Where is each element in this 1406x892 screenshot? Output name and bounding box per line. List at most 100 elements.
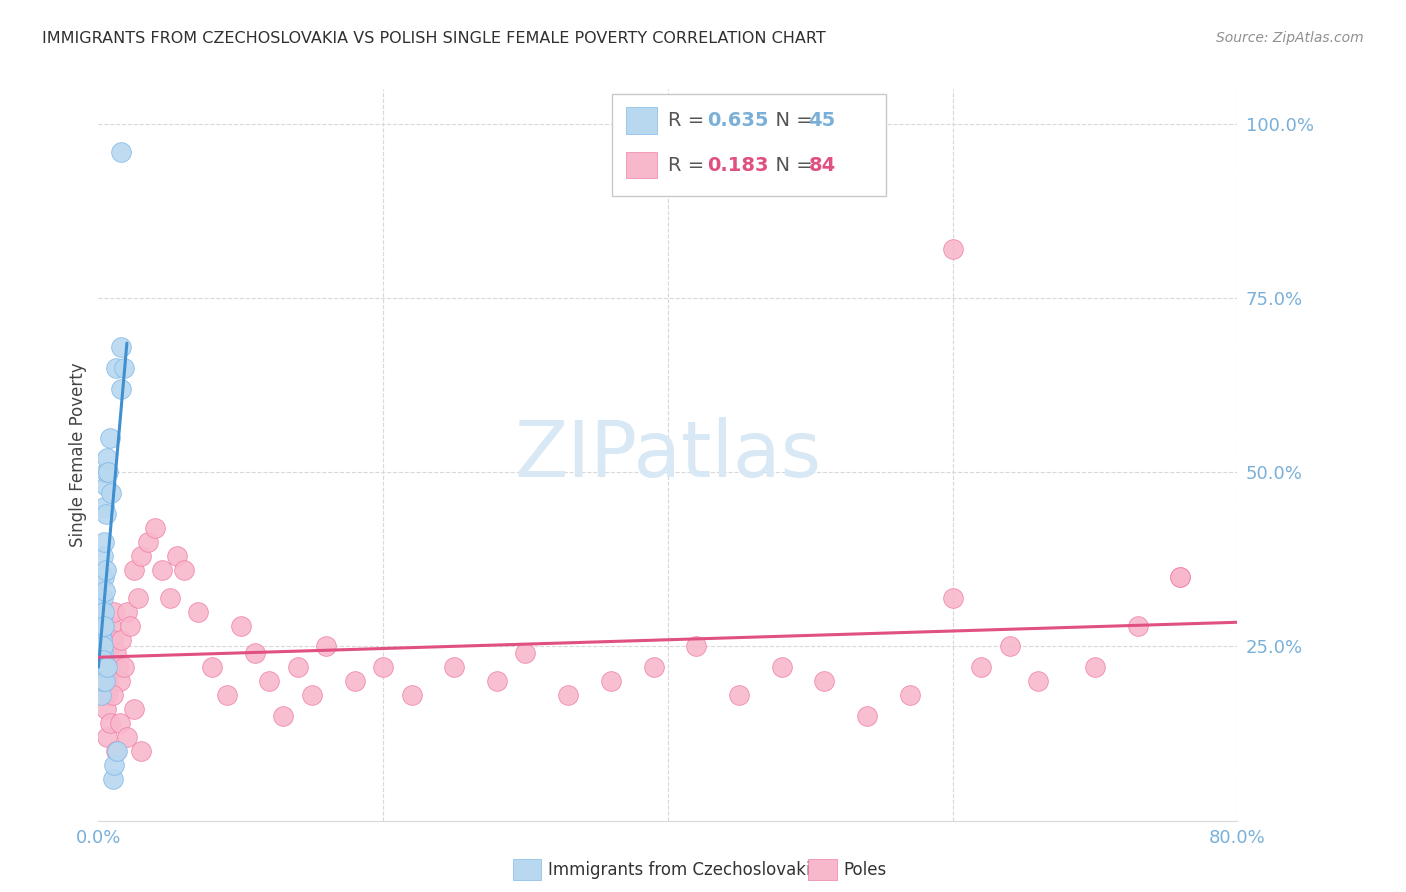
Point [98, 430, 121, 444]
Point [127, 591, 149, 605]
Point [94, 660, 117, 674]
Point [93, 674, 115, 689]
Point [93, 535, 115, 549]
Point [96, 660, 118, 674]
Point [145, 521, 167, 535]
Text: Poles: Poles [844, 861, 887, 879]
Point [93, 618, 115, 632]
Point [96, 507, 118, 521]
Point [89, 605, 111, 619]
Point [90, 618, 112, 632]
Point [98, 660, 121, 674]
Point [93, 660, 115, 674]
Text: R =: R = [668, 111, 710, 130]
Point [89, 632, 111, 647]
Point [110, 340, 132, 354]
Point [287, 660, 309, 674]
Point [273, 709, 295, 723]
Point [89, 591, 111, 605]
Point [107, 660, 129, 674]
Point [91, 647, 114, 661]
Point [1026, 674, 1049, 689]
Point [96, 688, 118, 702]
Point [105, 744, 128, 758]
Point [101, 632, 124, 647]
Point [97, 674, 120, 689]
Text: 0.635: 0.635 [707, 111, 769, 130]
Point [856, 709, 879, 723]
Point [115, 605, 138, 619]
Point [93, 570, 115, 584]
Point [166, 549, 188, 563]
Point [103, 605, 125, 619]
Point [94, 702, 117, 716]
Text: 0.183: 0.183 [707, 155, 769, 175]
Y-axis label: Single Female Poverty: Single Female Poverty [69, 363, 87, 547]
Point [94, 479, 117, 493]
Point [90, 570, 112, 584]
Point [770, 660, 793, 674]
Point [101, 688, 124, 702]
Point [100, 618, 122, 632]
Point [122, 563, 145, 577]
Text: IMMIGRANTS FROM CZECHOSLOVAKIA VS POLISH SINGLE FEMALE POVERTY CORRELATION CHART: IMMIGRANTS FROM CZECHOSLOVAKIA VS POLISH… [42, 31, 825, 46]
Point [108, 674, 131, 689]
Point [91, 660, 114, 674]
Point [229, 618, 252, 632]
Point [91, 625, 114, 640]
Point [90, 647, 112, 661]
Point [93, 605, 115, 619]
Point [373, 660, 395, 674]
Point [998, 640, 1021, 654]
Point [90, 625, 112, 640]
Text: Source: ZipAtlas.com: Source: ZipAtlas.com [1216, 31, 1364, 45]
Point [91, 632, 114, 647]
Point [1126, 618, 1149, 632]
Point [515, 647, 537, 661]
Point [215, 688, 238, 702]
Point [104, 647, 127, 661]
Text: N =: N = [763, 111, 820, 130]
Point [94, 674, 117, 689]
Point [90, 612, 112, 626]
Point [600, 674, 623, 689]
Point [112, 360, 135, 375]
Point [970, 660, 993, 674]
Point [90, 591, 112, 605]
Point [486, 674, 509, 689]
Point [343, 674, 366, 689]
Point [90, 653, 112, 667]
Point [101, 772, 124, 786]
Point [91, 674, 114, 689]
Point [129, 744, 152, 758]
Point [173, 563, 195, 577]
Point [93, 647, 115, 661]
Point [91, 688, 114, 702]
Point [90, 640, 112, 654]
Point [1170, 570, 1192, 584]
Text: 84: 84 [808, 155, 835, 175]
Point [115, 730, 138, 744]
Point [89, 660, 111, 674]
Point [643, 660, 665, 674]
Point [110, 632, 132, 647]
Point [187, 605, 209, 619]
Text: ZIPatlas: ZIPatlas [515, 417, 821, 493]
Point [122, 702, 145, 716]
Point [136, 535, 159, 549]
Point [93, 618, 115, 632]
Point [104, 744, 127, 758]
Point [103, 758, 125, 772]
Point [898, 688, 921, 702]
Point [91, 640, 114, 654]
Point [1170, 570, 1192, 584]
Point [159, 591, 181, 605]
Point [301, 688, 323, 702]
Point [96, 451, 118, 466]
Point [91, 688, 114, 702]
Point [201, 660, 224, 674]
Point [243, 647, 266, 661]
Point [90, 674, 112, 689]
Text: Immigrants from Czechoslovakia: Immigrants from Czechoslovakia [548, 861, 821, 879]
Point [93, 583, 115, 598]
